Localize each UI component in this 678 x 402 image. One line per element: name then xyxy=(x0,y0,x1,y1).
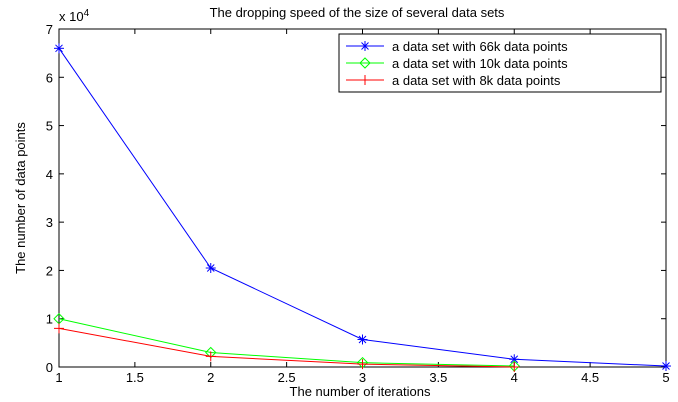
legend-label: a data set with 66k data points xyxy=(392,39,568,54)
y-tick-label: 6 xyxy=(46,70,53,85)
data-point xyxy=(54,43,64,54)
x-tick-label: 4 xyxy=(511,370,518,385)
y-tick-label: 4 xyxy=(46,167,53,182)
legend-entry: a data set with 10k data points xyxy=(346,56,568,71)
y-axis-exponent-label: x 104 xyxy=(59,8,90,24)
y-tick-label: 7 xyxy=(46,22,53,37)
y-axis-label: The number of data points xyxy=(13,122,28,274)
series-line xyxy=(58,327,515,368)
y-exponent-base: x 10 xyxy=(59,9,84,24)
data-point xyxy=(509,362,520,372)
y-tick-label: 5 xyxy=(46,119,53,134)
series-3 xyxy=(54,323,520,372)
data-point xyxy=(205,263,216,274)
series-layer xyxy=(53,43,671,372)
x-tick-label: 5 xyxy=(662,370,669,385)
data-point xyxy=(357,334,368,345)
x-tick-label: 2.5 xyxy=(278,370,296,385)
x-tick-label: 3 xyxy=(359,370,366,385)
legend-box xyxy=(338,33,662,93)
y-tick-label: 2 xyxy=(46,263,53,278)
chart-title: The dropping speed of the size of severa… xyxy=(210,5,505,20)
legend-swatch-marker xyxy=(360,41,370,51)
data-point xyxy=(357,359,368,370)
x-axis-label: The number of iterations xyxy=(290,384,431,399)
data-point xyxy=(205,351,216,362)
data-point xyxy=(661,361,671,372)
series-line xyxy=(58,318,515,367)
x-tick-label: 2 xyxy=(207,370,214,385)
x-tick-label: 1 xyxy=(55,370,62,385)
y-tick-label: 1 xyxy=(46,312,53,327)
x-tick-label: 3.5 xyxy=(429,370,447,385)
legend-entry: a data set with 8k data points xyxy=(346,73,561,88)
legend-label: a data set with 8k data points xyxy=(392,73,561,88)
x-tick-label: 1.5 xyxy=(126,370,144,385)
svg-text:x 104: x 104 xyxy=(59,8,90,24)
legend-entry: a data set with 66k data points xyxy=(346,39,568,54)
legend-swatch-marker xyxy=(360,75,370,85)
data-point xyxy=(54,323,64,334)
y-tick-label: 0 xyxy=(46,360,53,375)
legend-label: a data set with 10k data points xyxy=(392,56,568,71)
series-1 xyxy=(54,43,671,372)
x-tick-label: 4.5 xyxy=(581,370,599,385)
y-tick-label: 3 xyxy=(46,215,53,230)
y-exponent-power: 4 xyxy=(84,8,90,19)
legend-swatch-marker xyxy=(359,57,371,69)
legend: a data set with 66k data points a data se… xyxy=(338,33,662,93)
